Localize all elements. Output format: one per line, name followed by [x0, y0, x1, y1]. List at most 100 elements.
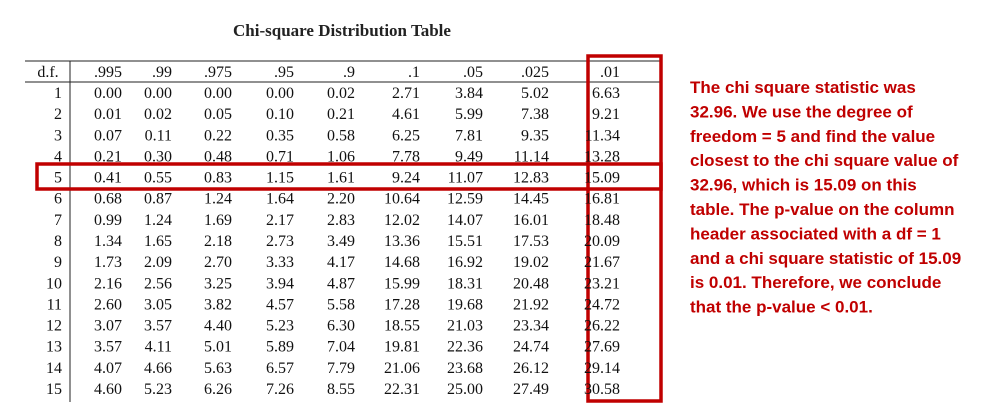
table-cell: 7.04 [327, 339, 355, 356]
row-label: 12 [46, 318, 62, 335]
table-cell: 9.35 [521, 127, 549, 144]
table-cell: 2.20 [327, 191, 355, 208]
table-cell: 26.22 [584, 318, 620, 335]
table-cell: 17.53 [513, 233, 549, 250]
table-title: Chi-square Distribution Table [233, 21, 451, 40]
column-header: .05 [463, 64, 483, 81]
table-cell: 5.23 [144, 381, 172, 398]
table-cell: 3.25 [204, 275, 232, 292]
table-cell: 19.68 [447, 296, 483, 313]
table-cell: 4.17 [327, 254, 355, 271]
row-label: 6 [54, 191, 62, 208]
table-cell: 2.18 [204, 233, 232, 250]
table-cell: 0.68 [94, 191, 122, 208]
table-cell: 12.83 [513, 170, 549, 187]
table-cell: 7.81 [455, 127, 483, 144]
table-cell: 2.09 [144, 254, 172, 271]
table-cell: 26.12 [513, 360, 549, 377]
table-cell: 3.33 [266, 254, 294, 271]
row-label: 7 [54, 212, 62, 229]
table-cell: 6.30 [327, 318, 355, 335]
table-cell: 7.78 [392, 148, 420, 165]
table-cell: 3.57 [94, 339, 122, 356]
row-label: 4 [54, 148, 62, 165]
annotation-line: 32.96. We use the degree of [690, 102, 913, 121]
table-cell: 16.92 [447, 254, 483, 271]
table-cell: 1.73 [94, 254, 122, 271]
table-cell: 5.63 [204, 360, 232, 377]
table-cell: 19.02 [513, 254, 549, 271]
table-cell: 7.26 [266, 381, 294, 398]
table-cell: 1.61 [327, 170, 355, 187]
row-label: 10 [46, 275, 62, 292]
table-cell: 3.49 [327, 233, 355, 250]
table-cell: 3.07 [94, 318, 122, 335]
table-cell: 23.34 [513, 318, 549, 335]
table-cell: 11.07 [448, 170, 483, 187]
table-cell: 1.24 [144, 212, 172, 229]
table-cell: 6.26 [204, 381, 232, 398]
table-cell: 1.15 [266, 170, 294, 187]
row-label: 3 [54, 127, 62, 144]
table-cell: 0.00 [94, 85, 122, 102]
table-cell: 11.34 [585, 127, 620, 144]
table-cell: 0.00 [266, 85, 294, 102]
table-cell: 0.83 [204, 170, 232, 187]
table-cell: 2.17 [266, 212, 294, 229]
table-cell: 0.55 [144, 170, 172, 187]
table-cell: 23.68 [447, 360, 483, 377]
table-cell: 21.67 [584, 254, 620, 271]
row-label: 15 [46, 381, 62, 398]
table-cell: 27.49 [513, 381, 549, 398]
table: d.f. .995.99.975.95.9.1.05.025.011 0.00 0.0… [37, 64, 620, 398]
table-cell: 1.64 [266, 191, 294, 208]
table-cell: 14.07 [447, 212, 483, 229]
annotation-line: that the p-value < 0.01. [690, 298, 873, 317]
table-cell: 18.31 [447, 275, 483, 292]
table-cell: 24.74 [513, 339, 549, 356]
row-label: 14 [46, 360, 62, 377]
table-cell: 12.02 [384, 212, 420, 229]
row-label: 1 [54, 85, 62, 102]
table-cell: 5.99 [455, 106, 483, 123]
annotation-line: 32.96, which is 15.09 on this [690, 176, 917, 195]
table-cell: 22.31 [384, 381, 420, 398]
table-cell: 0.00 [144, 85, 172, 102]
table-cell: 8.55 [327, 381, 355, 398]
table-cell: 4.61 [392, 106, 420, 123]
table-cell: 27.69 [584, 339, 620, 356]
table-cell: 3.94 [266, 275, 294, 292]
table-cell: 3.05 [144, 296, 172, 313]
column-header: .9 [343, 64, 355, 81]
table-cell: 1.34 [94, 233, 122, 250]
table-cell: 1.69 [204, 212, 232, 229]
table-cell: 4.07 [94, 360, 122, 377]
table-cell: 5.02 [521, 85, 549, 102]
table-cell: 0.48 [204, 148, 232, 165]
table-cell: 0.10 [266, 106, 294, 123]
table-cell: 5.58 [327, 296, 355, 313]
table-cell: 6.25 [392, 127, 420, 144]
row-label: 11 [47, 296, 62, 313]
table-cell: 0.35 [266, 127, 294, 144]
table-cell: 7.38 [521, 106, 549, 123]
annotation-line: closest to the chi square value of [690, 151, 959, 170]
table-cell: 16.01 [513, 212, 549, 229]
table-cell: 25.00 [447, 381, 483, 398]
table-cell: 22.36 [447, 339, 483, 356]
table-cell: 0.11 [145, 127, 172, 144]
table-cell: 0.07 [94, 127, 122, 144]
table-cell: 20.48 [513, 275, 549, 292]
table-cell: 4.87 [327, 275, 355, 292]
table-cell: 1.65 [144, 233, 172, 250]
table-cell: 4.57 [266, 296, 294, 313]
table-cell: 15.09 [584, 170, 620, 187]
table-cell: 17.28 [384, 296, 420, 313]
table-cell: 5.01 [204, 339, 232, 356]
table-cell: 2.71 [392, 85, 420, 102]
table-cell: 23.21 [584, 275, 620, 292]
table-cell: 9.49 [455, 148, 483, 165]
highlight-row [35, 162, 663, 191]
column-header: .95 [274, 64, 294, 81]
annotation-line: and a chi square statistic of 15.09 [690, 249, 961, 268]
